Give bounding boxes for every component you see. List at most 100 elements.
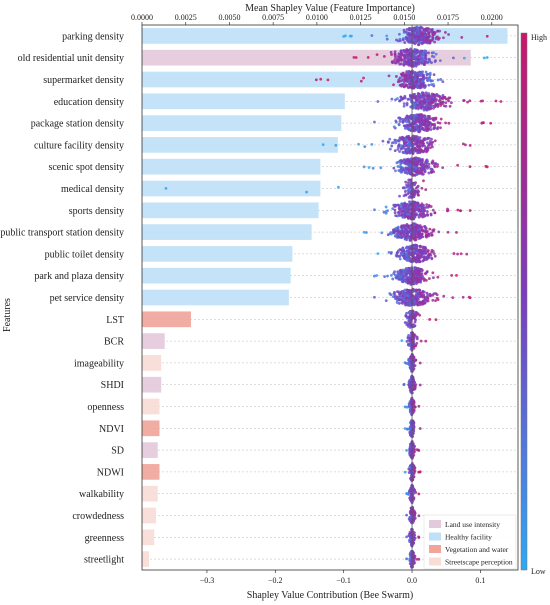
swarm-point <box>485 56 489 59</box>
swarm-point <box>416 232 420 235</box>
swarm-point <box>419 102 423 106</box>
swarm-row <box>403 419 422 438</box>
swarm-point <box>429 125 432 129</box>
swarm-point <box>408 314 412 318</box>
swarm-row <box>376 243 469 264</box>
swarm-point <box>425 27 429 31</box>
swarm-row <box>373 266 458 286</box>
importance-bar <box>142 49 471 66</box>
swarm-point <box>396 160 400 164</box>
swarm-point <box>407 118 411 122</box>
importance-bar <box>142 28 508 44</box>
swarm-point <box>381 139 385 143</box>
swarm-point <box>450 273 454 277</box>
swarm-point <box>417 119 421 123</box>
feature-label: pet service density <box>50 293 124 304</box>
importance-bar <box>142 507 156 524</box>
swarm-point <box>414 52 418 55</box>
importance-bar <box>142 529 155 546</box>
swarm-point <box>415 282 418 285</box>
swarm-point <box>431 298 435 302</box>
swarm-point <box>391 230 395 234</box>
swarm-point <box>420 226 423 229</box>
swarm-point <box>394 139 398 142</box>
swarm-point <box>403 73 407 77</box>
swarm-point <box>402 382 406 386</box>
swarm-point <box>392 166 396 170</box>
swarm-point <box>409 97 413 101</box>
swarm-point <box>456 252 459 256</box>
feature-label: greenness <box>85 533 125 544</box>
swarm-row <box>362 222 458 242</box>
swarm-point <box>386 233 390 237</box>
importance-bar <box>142 93 345 110</box>
top-tick-label: 0.0100 <box>306 13 328 22</box>
swarm-point <box>386 274 389 278</box>
swarm-point <box>430 233 434 237</box>
swarm-point <box>403 158 406 162</box>
swarm-point <box>408 319 412 323</box>
swarm-point <box>406 336 410 339</box>
swarm-point <box>456 208 460 212</box>
swarm-point <box>427 51 430 55</box>
swarm-point <box>373 208 376 212</box>
swarm-point <box>441 93 445 97</box>
swarm-point <box>394 75 398 78</box>
swarm-point <box>415 25 419 29</box>
swarm-point <box>415 337 419 341</box>
swarm-point <box>414 33 418 36</box>
swarm-point <box>399 291 402 295</box>
swarm-point <box>393 149 397 153</box>
swarm-point <box>416 255 420 258</box>
swarm-point <box>423 144 427 148</box>
swarm-point <box>418 288 422 292</box>
swarm-point <box>468 165 472 169</box>
swarm-point <box>421 295 425 299</box>
swarm-point <box>424 70 428 74</box>
legend-swatch <box>429 520 441 528</box>
swarm-point <box>436 78 440 82</box>
swarm-point <box>425 234 429 237</box>
swarm-point <box>438 59 442 63</box>
swarm-point <box>412 92 416 96</box>
swarm-point <box>409 231 412 235</box>
swarm-point <box>429 128 433 131</box>
swarm-point <box>395 301 399 304</box>
swarm-point <box>419 279 422 283</box>
swarm-point <box>393 50 397 54</box>
swarm-point <box>429 102 432 106</box>
swarm-point <box>399 275 402 279</box>
swarm-point <box>433 95 437 99</box>
importance-bar <box>142 224 312 240</box>
legend-label: Vegetation and water <box>445 545 509 554</box>
swarm-point <box>407 191 411 195</box>
bottom-tick-label: 0.0 <box>407 576 417 585</box>
swarm-point <box>432 82 435 86</box>
swarm-point <box>405 339 409 343</box>
swarm-point <box>399 166 403 170</box>
swarm-point <box>395 233 398 236</box>
swarm-point <box>395 59 399 63</box>
swarm-point <box>408 144 412 148</box>
swarm-point <box>394 119 398 123</box>
swarm-point <box>417 159 421 163</box>
swarm-point <box>423 225 426 228</box>
swarm-point <box>436 35 439 39</box>
swarm-point <box>433 31 437 34</box>
swarm-point <box>439 78 443 81</box>
swarm-point <box>408 338 412 342</box>
swarm-point <box>413 193 416 197</box>
swarm-point <box>379 166 383 170</box>
swarm-row <box>405 506 421 525</box>
swarm-point <box>413 272 417 275</box>
swarm-point <box>416 86 419 89</box>
feature-label: imageability <box>74 358 124 369</box>
swarm-point <box>424 40 428 44</box>
swarm-point <box>405 53 408 57</box>
swarm-point <box>432 252 436 256</box>
swarm-point <box>421 268 424 272</box>
swarm-point <box>408 310 412 314</box>
swarm-point <box>409 95 412 98</box>
swarm-point <box>404 180 408 184</box>
swarm-point <box>422 245 426 249</box>
